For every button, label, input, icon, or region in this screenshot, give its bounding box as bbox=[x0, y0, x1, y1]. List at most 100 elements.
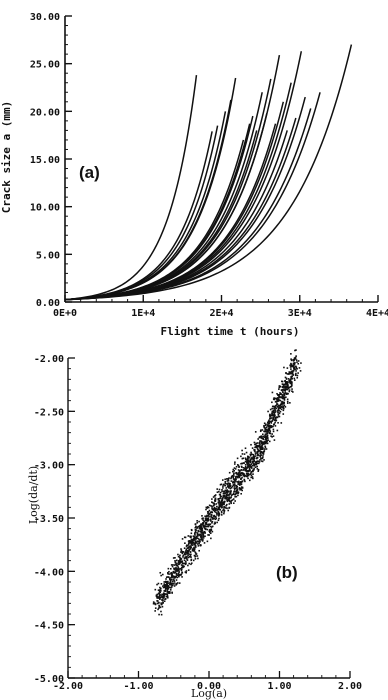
panel-b-point bbox=[247, 477, 249, 480]
panel-b-point bbox=[270, 425, 272, 427]
panel-b-point bbox=[201, 524, 203, 526]
panel-b-point bbox=[221, 479, 224, 481]
panel-b-point bbox=[169, 580, 172, 583]
panel-b-point bbox=[158, 605, 161, 607]
panel-b-scatter-points bbox=[152, 349, 302, 616]
panel-b-point bbox=[254, 450, 256, 453]
panel-b-point bbox=[199, 534, 201, 537]
panel-b-point bbox=[225, 496, 227, 499]
panel-b-point bbox=[257, 438, 259, 440]
panel-b-point bbox=[216, 509, 218, 511]
panel-b-point bbox=[164, 589, 167, 591]
panel-b-point bbox=[199, 530, 202, 533]
panel-b-point bbox=[257, 449, 260, 452]
panel-b-point bbox=[266, 440, 268, 443]
panel-b-point bbox=[210, 514, 213, 516]
panel-b-point bbox=[256, 452, 259, 454]
panel-b-point bbox=[268, 419, 270, 422]
panel-b-point bbox=[251, 447, 254, 449]
panel-b-point bbox=[234, 461, 236, 464]
panel-b-point bbox=[187, 542, 190, 545]
panel-b-point bbox=[246, 475, 248, 478]
panel-b-point bbox=[238, 466, 240, 468]
panel-b-point bbox=[230, 496, 232, 498]
panel-b-point bbox=[286, 381, 289, 384]
panel-b-point bbox=[288, 371, 291, 373]
panel-b-point bbox=[276, 410, 279, 412]
panel-b-point bbox=[240, 486, 243, 488]
panel-b-point bbox=[205, 521, 208, 524]
panel-b-point bbox=[256, 442, 259, 444]
panel-b-point bbox=[234, 500, 236, 502]
panel-b-point bbox=[281, 402, 284, 405]
panel-b-point bbox=[170, 575, 173, 577]
panel-b-point bbox=[159, 586, 161, 589]
panel-b-point bbox=[244, 464, 247, 466]
panel-b-point bbox=[260, 435, 263, 438]
panel-b-point bbox=[287, 385, 289, 387]
panel-b-point bbox=[202, 519, 204, 521]
panel-b-point bbox=[171, 586, 173, 588]
panel-b-point bbox=[211, 522, 213, 524]
panel-b-point bbox=[252, 473, 254, 475]
panel-b-point bbox=[249, 465, 251, 468]
panel-b-point bbox=[184, 562, 186, 565]
panel-b-point bbox=[283, 389, 285, 391]
panel-b-point bbox=[184, 551, 187, 553]
panel-b-point bbox=[170, 571, 173, 574]
panel-b-point bbox=[237, 474, 240, 476]
panel-b-point bbox=[266, 421, 269, 424]
panel-b-point bbox=[201, 540, 204, 542]
panel-b-point bbox=[255, 443, 257, 446]
panel-b-point bbox=[284, 389, 286, 391]
panel-b-point bbox=[285, 385, 288, 388]
panel-b-point bbox=[291, 375, 293, 378]
panel-b-point bbox=[271, 433, 273, 435]
panel-b-point bbox=[243, 467, 246, 470]
panel-b-point bbox=[176, 574, 179, 576]
panel-b-point bbox=[230, 475, 233, 478]
panel-b-point bbox=[238, 483, 241, 486]
panel-b-point bbox=[259, 459, 261, 461]
panel-b-point bbox=[240, 488, 243, 491]
panel-b-point bbox=[290, 358, 292, 360]
panel-b-point bbox=[186, 559, 189, 561]
panel-b-point bbox=[281, 395, 284, 398]
panel-b-point bbox=[237, 491, 240, 494]
panel-b-point bbox=[188, 541, 190, 544]
panel-b-point bbox=[194, 526, 197, 529]
panel-b-point bbox=[211, 520, 214, 523]
panel-b-point bbox=[237, 464, 240, 467]
panel-b-point bbox=[296, 361, 298, 363]
panel-b-point bbox=[213, 509, 215, 511]
panel-b-point bbox=[184, 542, 186, 544]
panel-b-point bbox=[252, 477, 254, 480]
panel-b-point bbox=[226, 491, 229, 494]
panel-b-point bbox=[191, 541, 194, 543]
panel-b-point bbox=[273, 413, 276, 416]
panel-b-point bbox=[219, 483, 222, 486]
panel-b-point bbox=[206, 525, 209, 528]
panel-b-point bbox=[177, 560, 180, 562]
panel-b-point bbox=[220, 510, 223, 513]
panel-b-point bbox=[257, 469, 260, 471]
panel-b-point bbox=[154, 607, 157, 609]
panel-b-point bbox=[248, 460, 250, 463]
panel-b-point bbox=[279, 392, 281, 394]
panel-b-point bbox=[283, 396, 286, 399]
panel-b-point bbox=[189, 555, 192, 557]
panel-b-point bbox=[281, 383, 284, 385]
panel-b-point bbox=[178, 574, 180, 577]
panel-b-point bbox=[220, 495, 222, 498]
panel-b-point bbox=[192, 550, 195, 552]
panel-b-point bbox=[222, 483, 225, 486]
panel-b-point bbox=[174, 559, 176, 562]
panel-b-point bbox=[225, 487, 228, 489]
panel-b-point bbox=[231, 493, 234, 496]
panel-b-point bbox=[274, 411, 277, 413]
panel-b-point bbox=[240, 474, 242, 477]
panel-b-point bbox=[171, 574, 173, 576]
panel-b-point bbox=[170, 584, 173, 586]
panel-b-point bbox=[274, 397, 276, 400]
panel-b-point bbox=[209, 532, 212, 535]
